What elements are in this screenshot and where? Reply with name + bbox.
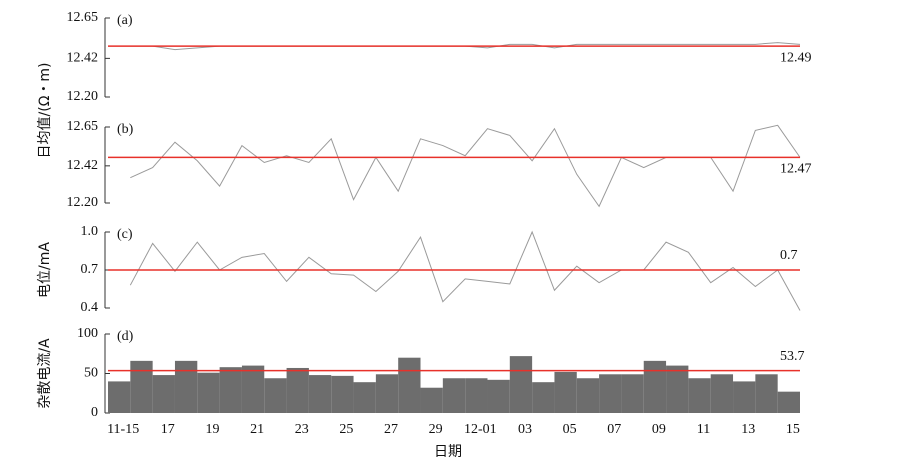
- reference-label: 12.47: [780, 162, 812, 177]
- bar: [108, 381, 131, 413]
- reference-label: 0.7: [780, 248, 798, 263]
- bar: [733, 381, 756, 413]
- x-tick-label: 19: [205, 422, 219, 437]
- y-axis-label: 电位/mA: [37, 242, 53, 298]
- y-axis-label: 杂散电流/A: [37, 338, 53, 409]
- x-tick-label: 15: [786, 422, 800, 437]
- y-tick-label: 50: [84, 366, 98, 381]
- x-tick-label: 05: [563, 422, 577, 437]
- x-tick-label: 07: [607, 422, 621, 437]
- bar: [420, 387, 443, 413]
- x-tick-label: 17: [161, 422, 175, 437]
- x-tick-label: 23: [295, 422, 309, 437]
- bar: [241, 365, 265, 413]
- bar: [442, 378, 466, 413]
- reference-label: 53.7: [780, 349, 805, 364]
- x-tick-label: 11-15: [107, 422, 139, 437]
- bar: [710, 374, 734, 413]
- y-tick-label: 12.20: [67, 195, 99, 210]
- bar: [308, 375, 332, 413]
- y-tick-label: 0.7: [81, 262, 99, 277]
- x-tick-label: 03: [518, 422, 532, 437]
- reference-label: 12.49: [780, 50, 812, 65]
- x-tick-label: 13: [741, 422, 755, 437]
- x-tick-label: 12-01: [464, 422, 497, 437]
- x-tick-label: 11: [697, 422, 710, 437]
- x-tick-label: 21: [250, 422, 264, 437]
- x-tick-label: 25: [339, 422, 353, 437]
- bar: [152, 375, 175, 413]
- bar: [777, 391, 800, 413]
- bar: [353, 382, 376, 413]
- x-tick-label: 29: [429, 422, 443, 437]
- panel-label: (c): [117, 227, 133, 242]
- y-tick-label: 12.42: [67, 158, 99, 173]
- bar: [130, 360, 153, 413]
- data-line: [130, 124, 801, 208]
- bar: [576, 378, 600, 413]
- y-tick-label: 100: [77, 326, 98, 341]
- y-tick-label: 12.20: [67, 89, 99, 104]
- bar: [554, 371, 577, 413]
- y-tick-label: 1.0: [81, 224, 99, 239]
- y-tick-label: 0: [91, 405, 98, 420]
- bar: [599, 374, 622, 413]
- bar: [465, 378, 488, 413]
- x-tick-label: 09: [652, 422, 666, 437]
- y-tick-label: 12.42: [67, 51, 99, 66]
- bar: [197, 372, 220, 413]
- y-tick-label: 0.4: [81, 300, 99, 315]
- panel-label: (a): [117, 13, 133, 28]
- bar: [219, 367, 242, 413]
- bar: [398, 357, 421, 413]
- x-tick-label: 27: [384, 422, 398, 437]
- y-tick-label: 12.65: [67, 10, 99, 25]
- bar: [532, 382, 555, 413]
- panel-label: (d): [117, 329, 134, 344]
- bar: [286, 367, 309, 413]
- bar: [174, 360, 198, 413]
- x-axis-label: 日期: [434, 444, 462, 460]
- y-axis-label: 日均值/(Ω・m): [37, 63, 53, 159]
- bar: [688, 378, 711, 413]
- bar: [487, 379, 510, 413]
- data-line: [129, 230, 801, 311]
- bar: [375, 374, 399, 413]
- bar: [643, 360, 667, 413]
- bar: [755, 374, 778, 413]
- bar: [331, 375, 354, 413]
- bar: [621, 374, 644, 413]
- y-tick-label: 12.65: [67, 119, 99, 134]
- bar: [264, 378, 287, 413]
- bar: [509, 356, 533, 413]
- bar: [666, 365, 689, 413]
- panel-label: (b): [117, 122, 134, 137]
